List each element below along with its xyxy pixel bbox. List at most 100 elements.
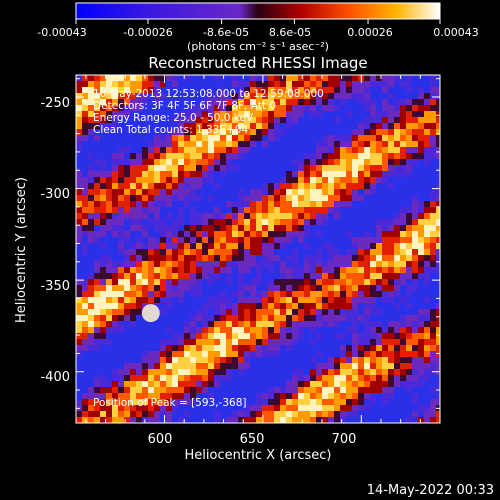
- heatmap-cell: [436, 273, 440, 280]
- heatmap-cell: [436, 351, 440, 358]
- heatmap-cell: [226, 213, 233, 220]
- heatmap-cell: [130, 243, 137, 250]
- heatmap-cell: [214, 255, 221, 262]
- heatmap-cell: [424, 315, 431, 322]
- heatmap-cell: [244, 81, 251, 88]
- heatmap-cell: [334, 153, 341, 160]
- heatmap-cell: [178, 141, 185, 148]
- heatmap-cell: [172, 117, 179, 124]
- heatmap-cell: [436, 231, 440, 238]
- heatmap-cell: [298, 303, 305, 310]
- heatmap-cell: [322, 165, 329, 172]
- heatmap-cell: [328, 99, 335, 106]
- heatmap-cell: [412, 297, 419, 304]
- heatmap-cell: [178, 165, 185, 172]
- heatmap-cell: [346, 327, 353, 334]
- heatmap-cell: [262, 153, 269, 160]
- heatmap-cell: [364, 81, 371, 88]
- heatmap-cell: [130, 345, 137, 352]
- heatmap-cell: [208, 177, 215, 184]
- heatmap-cell: [292, 363, 299, 370]
- heatmap-cell: [256, 375, 263, 382]
- heatmap-cell: [220, 381, 227, 388]
- heatmap-cell: [430, 255, 437, 262]
- heatmap-cell: [334, 261, 341, 268]
- heatmap-cell: [232, 165, 239, 172]
- heatmap-cell: [112, 297, 119, 304]
- heatmap-cell: [136, 189, 143, 196]
- heatmap-cell: [178, 243, 185, 250]
- heatmap-cell: [340, 237, 347, 244]
- heatmap-cell: [226, 153, 233, 160]
- heatmap-cell: [142, 207, 149, 214]
- heatmap-cell: [346, 75, 353, 82]
- heatmap-cell: [328, 291, 335, 298]
- heatmap-cell: [310, 399, 317, 406]
- heatmap-cell: [148, 375, 155, 382]
- heatmap-cell: [376, 123, 383, 130]
- heatmap-cell: [112, 315, 119, 322]
- heatmap-cell: [316, 111, 323, 118]
- heatmap-cell: [364, 417, 371, 423]
- heatmap-cell: [304, 255, 311, 262]
- heatmap-cell: [268, 261, 275, 268]
- heatmap-cell: [172, 141, 179, 148]
- heatmap-cell: [154, 381, 161, 388]
- heatmap-cell: [364, 201, 371, 208]
- heatmap-cell: [94, 105, 101, 112]
- heatmap-cell: [328, 171, 335, 178]
- heatmap-cell: [154, 399, 161, 406]
- heatmap-cell: [244, 285, 251, 292]
- heatmap-cell: [418, 225, 425, 232]
- heatmap-cell: [382, 273, 389, 280]
- heatmap-cell: [190, 375, 197, 382]
- heatmap-cell: [268, 105, 275, 112]
- heatmap-cell: [226, 177, 233, 184]
- heatmap-cell: [82, 297, 89, 304]
- heatmap-cell: [88, 99, 95, 106]
- heatmap-cell: [352, 153, 359, 160]
- heatmap-cell: [286, 285, 293, 292]
- heatmap-cell: [298, 165, 305, 172]
- heatmap-cell: [244, 123, 251, 130]
- heatmap-cell: [430, 219, 437, 226]
- heatmap-cell: [100, 333, 107, 340]
- heatmap-cell: [436, 171, 440, 178]
- heatmap-cell: [310, 375, 317, 382]
- heatmap-cell: [388, 195, 395, 202]
- heatmap-cell: [82, 381, 89, 388]
- heatmap-cell: [76, 147, 83, 154]
- heatmap-cell: [106, 411, 113, 418]
- heatmap-cell: [238, 177, 245, 184]
- heatmap-cell: [268, 297, 275, 304]
- heatmap-cell: [88, 279, 95, 286]
- heatmap-cell: [418, 165, 425, 172]
- heatmap-cell: [214, 291, 221, 298]
- heatmap-cell: [340, 255, 347, 262]
- heatmap-cell: [148, 99, 155, 106]
- heatmap-cell: [94, 249, 101, 256]
- heatmap-cell: [298, 207, 305, 214]
- heatmap-cell: [196, 159, 203, 166]
- heatmap-cell: [334, 159, 341, 166]
- heatmap-cell: [388, 291, 395, 298]
- heatmap-cell: [154, 147, 161, 154]
- heatmap-cell: [268, 315, 275, 322]
- heatmap-cell: [346, 249, 353, 256]
- heatmap-cell: [226, 393, 233, 400]
- heatmap-cell: [94, 93, 101, 100]
- heatmap-cell: [100, 75, 107, 82]
- heatmap-cell: [178, 399, 185, 406]
- heatmap-cell: [352, 255, 359, 262]
- heatmap-cell: [94, 141, 101, 148]
- heatmap-cell: [274, 135, 281, 142]
- heatmap-cell: [346, 117, 353, 124]
- heatmap-cell: [148, 405, 155, 412]
- heatmap-cell: [166, 135, 173, 142]
- heatmap-cell: [94, 303, 101, 310]
- heatmap-cell: [160, 99, 167, 106]
- heatmap-cell: [310, 129, 317, 136]
- heatmap-cell: [100, 315, 107, 322]
- heatmap-cell: [208, 141, 215, 148]
- heatmap-cell: [154, 249, 161, 256]
